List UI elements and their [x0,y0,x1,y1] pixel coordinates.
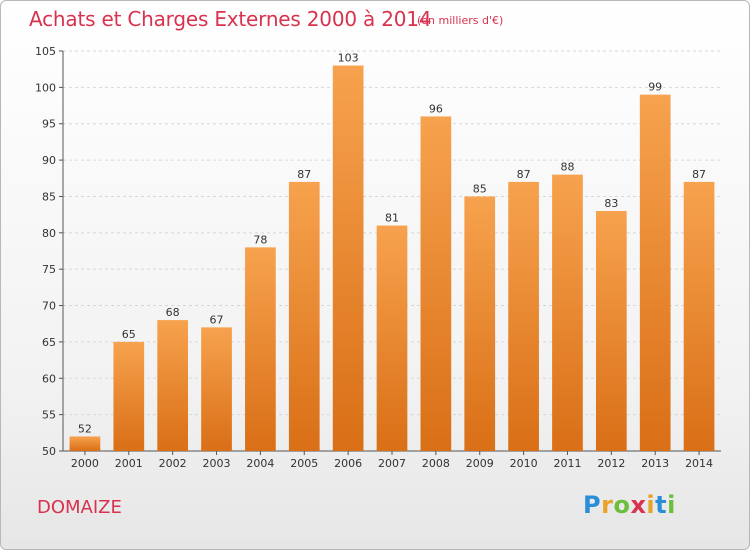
bar [552,174,583,452]
x-tick-label: 2002 [159,457,187,470]
logo-letter: r [601,491,614,519]
data-label: 88 [560,161,574,174]
y-tick-label: 60 [42,372,56,385]
y-tick-label: 85 [42,190,56,203]
x-tick-label: 2000 [71,457,99,470]
x-tick-label: 2003 [203,457,231,470]
y-tick-label: 105 [35,45,56,58]
chart-subtitle: (en milliers d'€) [417,14,504,27]
axis-layer: 50 55 60 65 70 75 80 85 90 95 100 105 2000 2001 2002 20… [35,45,721,470]
bar [157,320,189,451]
x-tick-label: 2004 [246,457,274,470]
chart-title: Achats et Charges Externes 2000 à 2014 [29,7,432,31]
x-tick-label: 2012 [597,457,625,470]
bar [201,327,232,451]
logo-letter: t [655,491,668,519]
bar [420,116,452,452]
y-tick-label: 90 [42,154,56,167]
data-label: 87 [297,168,311,181]
data-label: 83 [604,197,618,210]
bar [113,341,145,451]
data-label: 81 [385,212,399,225]
bar [683,181,715,451]
place-label: DOMAIZE [37,497,122,518]
data-label: 65 [122,328,136,341]
bar [332,65,364,451]
data-label: 78 [253,233,267,246]
y-tick-label: 100 [35,81,56,94]
x-tick-label: 2010 [510,457,538,470]
logo-letter: i [646,491,656,519]
x-tick-label: 2007 [378,457,406,470]
data-label: 99 [648,81,662,94]
x-tick-label: 2001 [115,457,143,470]
x-tick-label: 2014 [685,457,713,470]
bar [288,181,320,451]
data-label: 52 [78,422,92,435]
y-tick-label: 65 [42,336,56,349]
data-label: 103 [338,52,359,65]
data-label: 67 [210,313,224,326]
y-tick-label: 80 [42,227,56,240]
x-tick-label: 2013 [641,457,669,470]
x-tick-label: 2006 [334,457,362,470]
bar [245,247,276,451]
bar [69,436,101,451]
label-layer: 52 65 68 67 78 87 103 81 96 85 87 88 83 99 87 [78,52,706,436]
data-label: 85 [473,182,487,195]
y-tick-label: 50 [42,445,56,458]
x-tick-label: 2009 [466,457,494,470]
bar [595,211,627,451]
y-tick-label: 95 [42,118,56,131]
logo-letter: x [630,491,647,519]
bar [464,196,496,451]
logo-letter: P [583,491,602,519]
logo-letter: i [667,491,676,519]
data-label: 68 [166,306,180,319]
data-label: 96 [429,102,443,115]
y-tick-label: 55 [42,409,56,422]
data-label: 87 [517,168,531,181]
y-tick-label: 70 [42,300,56,313]
proxiti-logo[interactable]: Proxiti [583,491,676,519]
x-tick-label: 2011 [553,457,581,470]
bar [639,94,671,452]
bar [376,225,408,451]
x-tick-label: 2005 [290,457,318,470]
logo-letter: o [613,491,631,519]
y-tick-label: 75 [42,263,56,276]
bar [508,181,539,451]
x-tick-label: 2008 [422,457,450,470]
data-label: 87 [692,168,706,181]
bar-layer [69,65,715,452]
